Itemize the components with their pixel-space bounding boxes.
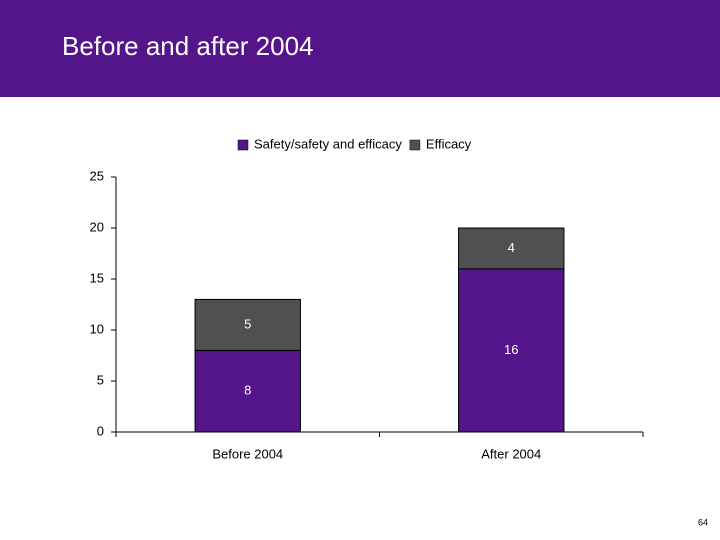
y-tick-label: 25 <box>90 168 104 183</box>
data-label: 4 <box>508 240 515 255</box>
y-tick-label: 20 <box>90 219 104 234</box>
y-tick-label: 0 <box>97 423 104 438</box>
y-tick-label: 15 <box>90 270 104 285</box>
slide-title: Before and after 2004 <box>62 31 314 61</box>
y-tick-label: 10 <box>90 321 104 336</box>
y-tick-label: 5 <box>97 372 104 387</box>
data-label: 16 <box>504 342 518 357</box>
page-number: 64 <box>698 517 708 527</box>
legend-swatch <box>409 139 421 151</box>
bar-segment <box>458 268 565 433</box>
bar-segment <box>458 227 565 270</box>
x-tick-label: Before 2004 <box>212 446 283 461</box>
bar-segment <box>194 298 301 351</box>
bar-segment <box>194 349 301 433</box>
title-banner <box>0 0 720 97</box>
x-tick-label: After 2004 <box>481 446 541 461</box>
data-label: 5 <box>244 316 251 331</box>
legend-label: Efficacy <box>426 136 472 151</box>
legend-swatch <box>237 139 249 151</box>
legend-label: Safety/safety and efficacy <box>254 136 402 151</box>
data-label: 8 <box>244 383 251 398</box>
